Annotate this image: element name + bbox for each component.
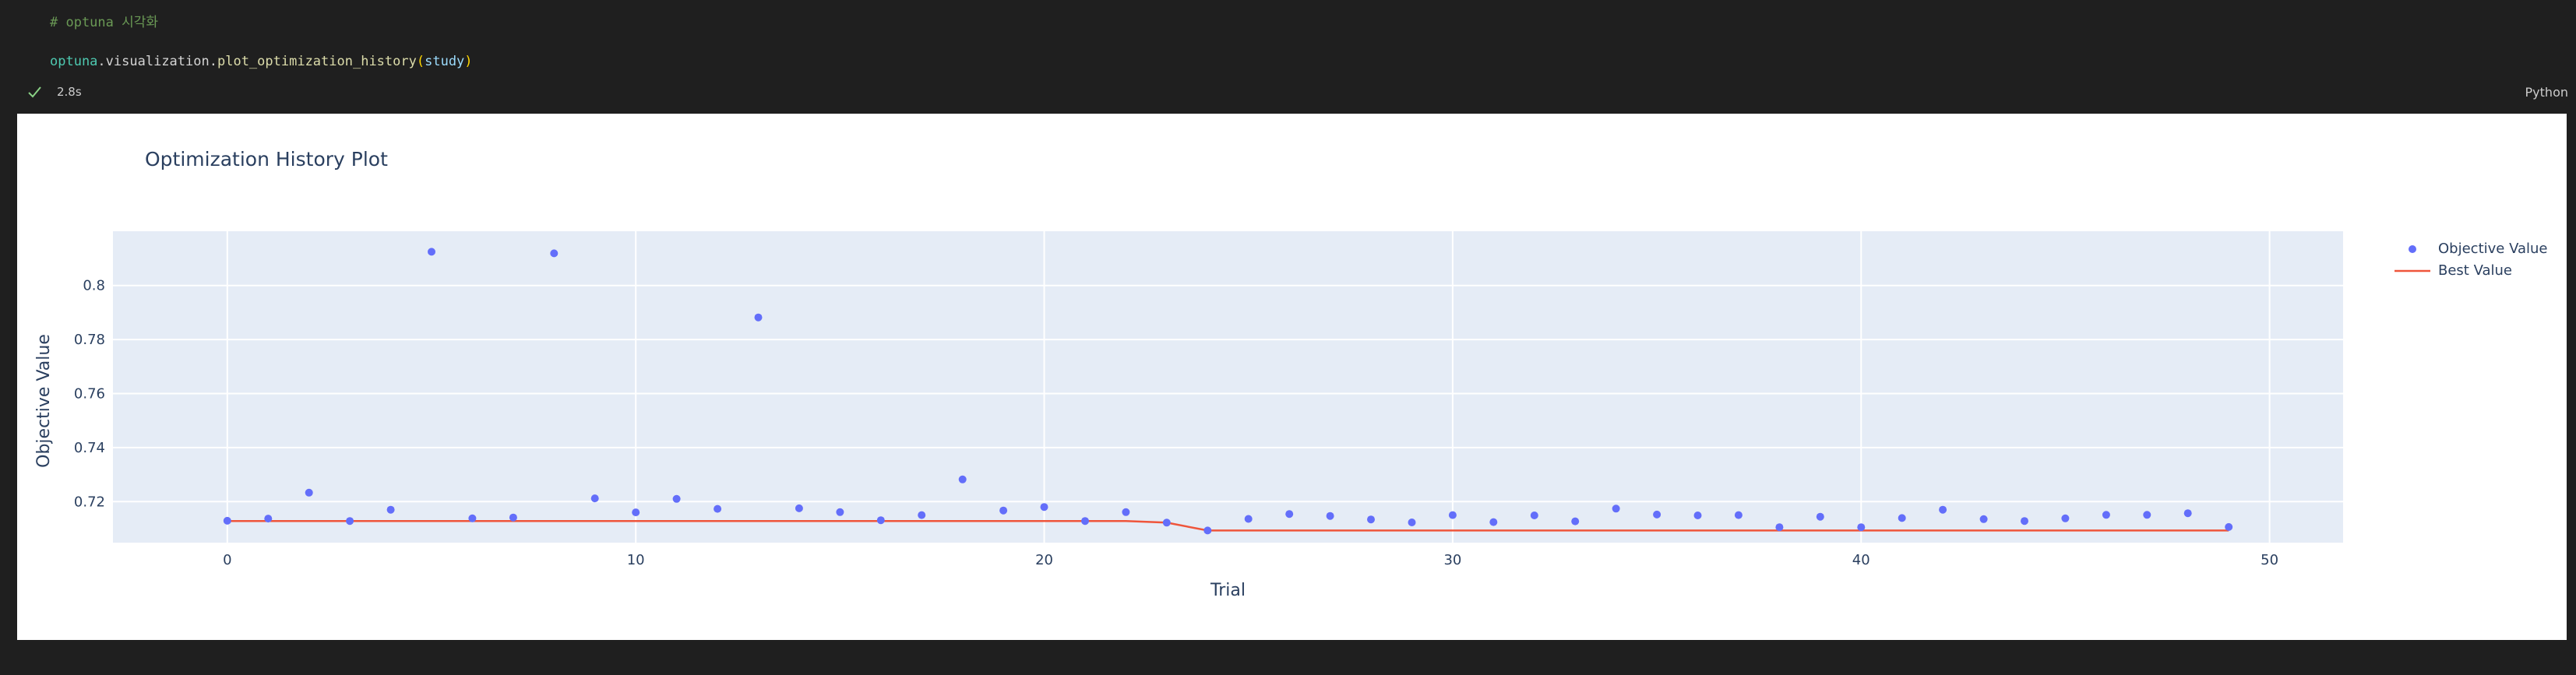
legend-label: Best Value — [2438, 262, 2513, 279]
data-point — [1734, 511, 1743, 519]
code-dot: . — [97, 54, 106, 69]
data-point — [1408, 519, 1416, 526]
execution-time: 2.8s — [57, 85, 82, 99]
data-point — [1693, 512, 1702, 519]
data-point — [1898, 514, 1906, 522]
data-point — [795, 504, 803, 512]
code-dot: . — [209, 54, 217, 69]
data-point — [2021, 517, 2028, 526]
data-point — [754, 313, 763, 322]
data-point — [1244, 515, 1253, 523]
y-axis-label: Objective Value — [34, 334, 54, 468]
code-paren: ) — [464, 54, 473, 69]
data-point — [672, 494, 681, 503]
data-point — [1326, 512, 1334, 520]
data-point — [1612, 504, 1620, 513]
data-point — [550, 249, 559, 258]
legend-line-icon — [2395, 269, 2430, 272]
x-tick-label: 20 — [1035, 552, 1053, 568]
data-point — [632, 508, 640, 517]
y-tick-label: 0.76 — [74, 385, 105, 402]
data-point — [876, 516, 885, 525]
data-point — [2061, 514, 2070, 522]
x-tick-label: 30 — [1443, 552, 1461, 568]
data-point — [1571, 517, 1580, 526]
plot-output: Optimization History Plot 0.72 0.74 0.76 0.… — [17, 114, 2567, 640]
data-point — [836, 508, 844, 516]
data-point — [346, 517, 354, 526]
cell-status-bar: 2.8s Python — [0, 81, 2576, 104]
data-point — [386, 505, 395, 514]
data-point — [1367, 515, 1375, 524]
legend-marker-dot-icon — [2409, 245, 2416, 253]
data-point — [428, 248, 435, 256]
data-point — [2143, 511, 2151, 519]
legend-label: Objective Value — [2438, 241, 2548, 257]
data-point — [1489, 518, 1498, 526]
x-tick-label: 40 — [1852, 552, 1870, 568]
x-tick-label: 0 — [223, 552, 231, 568]
data-point — [1081, 517, 1089, 526]
data-point — [264, 515, 273, 523]
data-point — [1162, 519, 1171, 527]
data-point — [223, 516, 231, 525]
plot-title: Optimization History Plot — [145, 148, 388, 171]
data-point — [1122, 508, 1130, 516]
data-point — [1653, 510, 1662, 519]
x-axis-label: Trial — [1210, 581, 1246, 600]
code-argument: study — [425, 54, 465, 69]
data-point — [918, 511, 926, 519]
language-label[interactable]: Python — [2525, 85, 2568, 100]
data-point — [958, 475, 967, 483]
check-icon — [28, 86, 41, 98]
code-module: optuna — [50, 54, 98, 69]
data-point — [305, 488, 313, 497]
data-point — [2102, 511, 2110, 519]
code-function: plot_optimization_history — [217, 54, 417, 69]
data-point — [1448, 511, 1457, 519]
x-tick-label: 10 — [627, 552, 645, 568]
data-point — [590, 494, 599, 503]
optimization-history-chart: 0.72 0.74 0.76 0.78 0.8 0 10 20 30 40 50 Trial Objec… — [34, 231, 2343, 600]
plot-area — [113, 231, 2343, 543]
data-point — [2183, 509, 2192, 518]
y-tick-label: 0.78 — [74, 332, 105, 348]
code-line-call: optuna.visualization.plot_optimization_h… — [50, 54, 473, 69]
data-point — [468, 514, 477, 522]
data-point — [1530, 512, 1538, 519]
data-point — [1857, 523, 1866, 532]
code-comment: # optuna 시각화 — [50, 15, 159, 30]
data-point — [2225, 522, 2233, 531]
data-point — [1040, 503, 1048, 512]
data-point — [999, 506, 1008, 515]
cell-footer — [0, 648, 2576, 675]
y-tick-label: 0.74 — [74, 440, 105, 456]
code-paren: ( — [416, 54, 425, 69]
data-point — [1775, 523, 1784, 532]
data-point — [509, 513, 517, 522]
data-point — [1203, 526, 1212, 535]
y-tick-label: 0.72 — [74, 494, 105, 510]
data-point — [1979, 515, 1988, 523]
code-editor[interactable]: # optuna 시각화 optuna.visualization.plot_o… — [19, 0, 2576, 84]
data-point — [1816, 512, 1824, 521]
code-attr: visualization — [105, 54, 210, 69]
data-point — [1939, 505, 1947, 514]
y-tick-label: 0.8 — [83, 278, 105, 294]
x-tick-label: 50 — [2261, 552, 2278, 568]
data-point — [714, 504, 722, 513]
data-point — [1285, 510, 1294, 519]
